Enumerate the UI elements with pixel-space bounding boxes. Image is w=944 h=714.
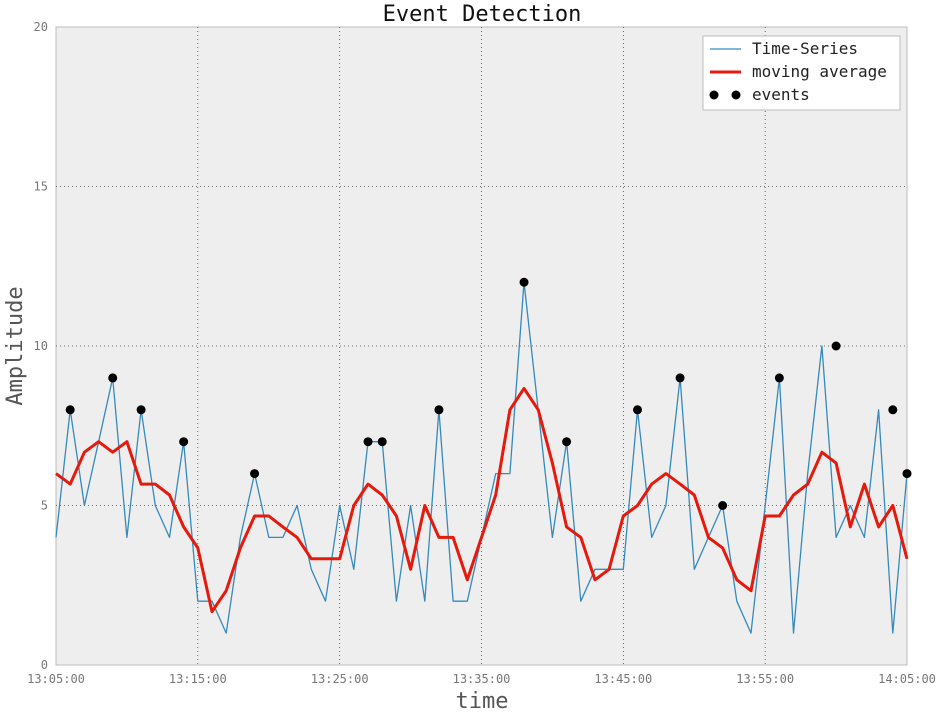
event-marker — [377, 437, 387, 447]
legend: Time-Series moving average events — [702, 35, 901, 111]
event-marker — [831, 341, 841, 351]
event-marker — [902, 469, 912, 479]
legend-label-events: events — [752, 85, 810, 104]
y-tick-label: 15 — [34, 180, 48, 194]
legend-marker-events — [709, 90, 719, 100]
event-marker — [250, 469, 260, 479]
plot-area — [55, 26, 908, 666]
series-line-moving-average — [55, 386, 909, 614]
y-tick-label: 20 — [34, 20, 48, 34]
x-tick-label: 13:55:00 — [736, 672, 794, 686]
x-tick-label: 13:25:00 — [311, 672, 369, 686]
x-tick-label: 13:35:00 — [453, 672, 511, 686]
legend-marker-events — [731, 90, 741, 100]
event-marker — [633, 405, 643, 415]
event-marker — [363, 437, 373, 447]
event-marker — [65, 405, 75, 415]
legend-label-time-series: Time-Series — [752, 39, 858, 58]
series-layer — [55, 277, 912, 634]
event-marker — [434, 405, 444, 415]
y-tick-label: 10 — [34, 339, 48, 353]
event-marker — [675, 373, 685, 383]
x-tick-label: 13:45:00 — [594, 672, 652, 686]
x-tick-label: 13:15:00 — [169, 672, 227, 686]
event-marker — [888, 405, 898, 415]
y-tick-label: 0 — [41, 658, 48, 672]
chart-title: Event Detection — [383, 2, 582, 27]
event-marker — [179, 437, 189, 447]
legend-label-moving-average: moving average — [752, 62, 887, 81]
x-axis-label: time — [456, 689, 509, 714]
event-marker — [108, 373, 118, 383]
x-tick-label: 14:05:00 — [878, 672, 936, 686]
event-marker — [136, 405, 146, 415]
event-marker — [562, 437, 572, 447]
y-tick-label: 5 — [41, 499, 48, 513]
event-marker — [718, 501, 728, 510]
tick-labels: 13:05:00 13:15:00 13:25:00 13:35:00 13:45:00… — [27, 20, 936, 686]
event-marker — [774, 373, 784, 383]
y-axis-label: Amplitude — [3, 286, 28, 405]
event-marker — [519, 277, 529, 287]
x-tick-label: 13:05:00 — [27, 672, 85, 686]
